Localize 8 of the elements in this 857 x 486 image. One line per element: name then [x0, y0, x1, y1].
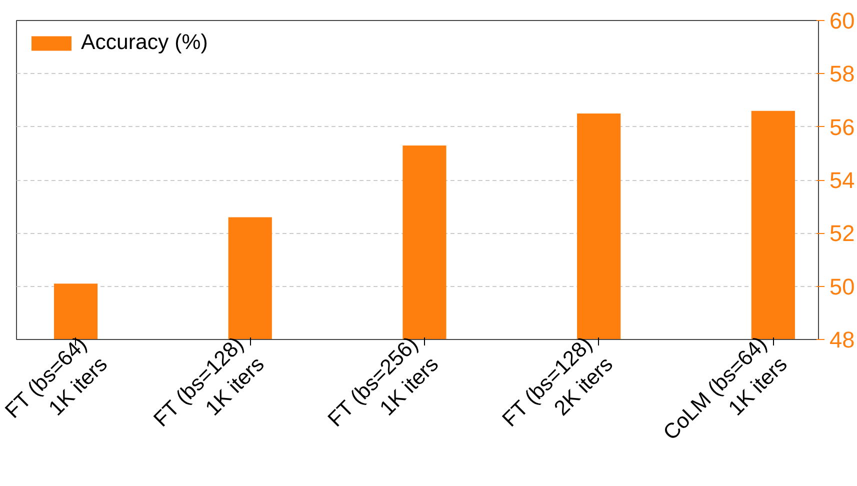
legend-label: Accuracy (%): [81, 30, 208, 55]
y2-tick-label: 48: [830, 326, 855, 352]
y2-tick-label: 56: [830, 114, 855, 140]
y2-tick-label: 52: [830, 220, 855, 246]
y2-tick-label: 54: [830, 167, 855, 193]
y2-tick-label: 60: [830, 8, 855, 34]
y2-tick-label: 50: [830, 273, 855, 300]
y2-tick-label: 58: [830, 60, 855, 87]
